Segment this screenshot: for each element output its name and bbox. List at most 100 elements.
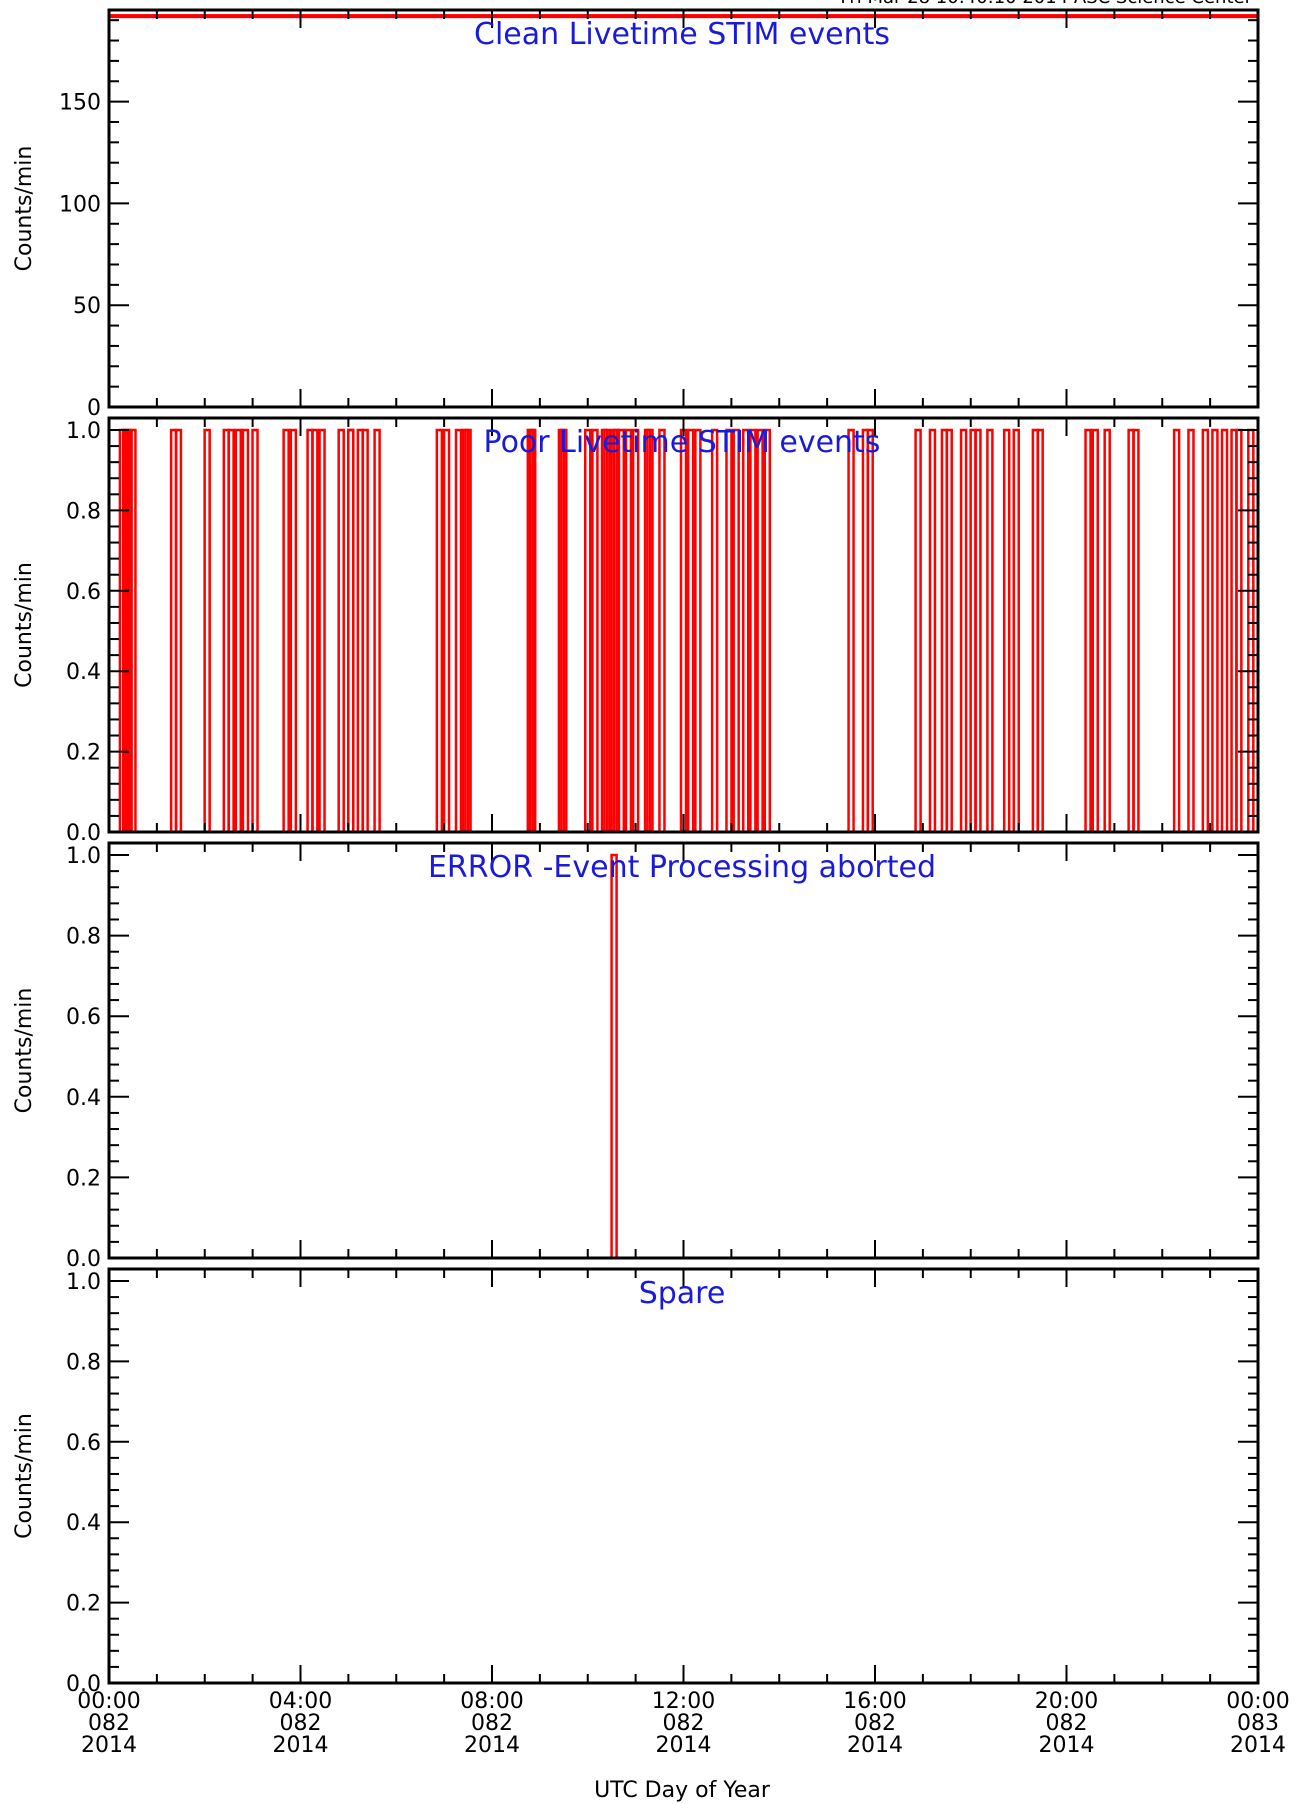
ytick-label-3-2: 0.2 — [66, 1166, 101, 1191]
pulse-2-18 — [337, 428, 345, 832]
ytick-label-4-6: 1.0 — [66, 1270, 101, 1295]
panel-title-1: Clean Livetime STIM events — [474, 17, 890, 52]
header-timestamp: Fri Mar 28 10:40:10 2014 ASC Science Cen… — [840, 0, 1252, 8]
xtick-label-6-line-1: 20:00 — [1035, 1689, 1098, 1714]
xtick-label-6-line-3: 2014 — [1039, 1733, 1095, 1758]
pulse-2-77 — [1201, 428, 1210, 832]
ytick-label-1-2: 50 — [73, 294, 101, 319]
pulse-2-79 — [1220, 428, 1229, 832]
xtick-label-4-line-2: 082 — [663, 1711, 705, 1736]
panel-title-4: Spare — [639, 1276, 726, 1311]
ytick-label-1-1: 0 — [87, 396, 101, 421]
pulse-2-61 — [945, 428, 953, 832]
xtick-label-6-line-2: 082 — [1046, 1711, 1088, 1736]
pulse-2-64 — [974, 428, 982, 832]
pulse-2-54 — [763, 428, 772, 832]
pulse-2-66 — [1002, 428, 1011, 832]
xtick-label-5-line-2: 082 — [854, 1711, 896, 1736]
xtick-label-4-line-3: 2014 — [656, 1733, 712, 1758]
pulse-2-59 — [928, 428, 937, 832]
pulse-2-71 — [1091, 428, 1099, 832]
pulse-2-24 — [435, 428, 444, 832]
xtick-label-1-line-2: 082 — [88, 1711, 130, 1736]
panel-title-3: ERROR -Event Processing aborted — [428, 850, 936, 885]
pulse-2-12 — [251, 428, 259, 832]
ylabel-1: Counts/min — [12, 146, 37, 272]
pulse-2-48 — [710, 428, 719, 832]
pulse-2-55 — [847, 428, 855, 832]
xtick-label-3-line-1: 08:00 — [460, 1689, 523, 1714]
ytick-label-2-6: 1.0 — [66, 419, 101, 444]
pulse-2-36 — [603, 428, 611, 832]
pulse-2-25 — [442, 428, 451, 832]
ytick-label-3-6: 1.0 — [66, 844, 101, 869]
pulse-2-70 — [1084, 428, 1092, 832]
pulse-2-78 — [1211, 428, 1219, 832]
pulse-2-43 — [646, 428, 654, 832]
pulse-2-76 — [1187, 428, 1195, 832]
ytick-label-4-2: 0.2 — [66, 1592, 101, 1617]
xtick-label-1-line-1: 00:00 — [77, 1689, 140, 1714]
pulse-2-41 — [631, 428, 640, 832]
xtick-label-7-line-1: 00:00 — [1226, 1689, 1289, 1714]
pulse-2-7 — [203, 428, 211, 832]
pulse-2-67 — [1012, 428, 1020, 832]
ytick-label-2-4: 0.6 — [66, 580, 101, 605]
xtick-label-7-line-2: 083 — [1237, 1711, 1279, 1736]
pulse-2-58 — [914, 428, 922, 832]
ytick-label-2-3: 0.4 — [66, 660, 101, 685]
pulse-2-52 — [749, 428, 757, 832]
pulse-3-1 — [610, 853, 618, 1258]
ytick-label-3-4: 0.6 — [66, 1005, 101, 1030]
ytick-label-4-1: 0.0 — [66, 1672, 101, 1697]
xtick-label-3-line-3: 2014 — [464, 1733, 520, 1758]
pulse-2-23 — [373, 428, 381, 832]
panel-frame-1 — [107, 8, 1260, 409]
ytick-label-2-2: 0.2 — [66, 741, 101, 766]
ylabel-2: Counts/min — [12, 562, 37, 688]
pulse-2-40 — [624, 428, 633, 832]
pulse-2-57 — [866, 428, 874, 832]
panel-4: 0.0 0.2 0.4 0.6 0.8 1.0 Counts/min Spare — [12, 1267, 1260, 1697]
pulse-2-44 — [658, 428, 666, 832]
ytick-label-4-3: 0.4 — [66, 1511, 101, 1536]
pulse-2-53 — [756, 428, 764, 832]
ytick-label-3-3: 0.4 — [66, 1086, 101, 1111]
xtick-label-2-line-3: 2014 — [273, 1733, 329, 1758]
xtick-label-5-line-3: 2014 — [847, 1733, 903, 1758]
pulse-2-28 — [464, 428, 472, 832]
pulse-2-51 — [741, 428, 750, 832]
pulse-2-10 — [234, 428, 243, 832]
panel-frame-3 — [107, 841, 1260, 1260]
pulse-2-32 — [560, 428, 568, 832]
panel-1: 0 50 100 150 Counts/min Clean Livetime STIM e… — [12, 8, 1260, 421]
pulse-2-14 — [289, 428, 298, 832]
pulse-2-65 — [986, 428, 994, 832]
panels: 0 50 100 150 Counts/min Clean Livetime STIM e… — [12, 8, 1260, 1697]
ytick-label-2-5: 0.8 — [66, 499, 101, 524]
panel-3: 0.0 0.2 0.4 0.6 0.8 1.0 Counts/min ERROR -Event… — [12, 841, 1260, 1272]
ytick-label-4-5: 0.8 — [66, 1350, 101, 1375]
pulse-2-4 — [129, 428, 137, 832]
pulse-2-72 — [1103, 428, 1111, 832]
panel-frame-4 — [107, 1267, 1260, 1685]
ytick-label-1-4: 150 — [59, 91, 101, 116]
xtick-label-7-line-3: 2014 — [1230, 1733, 1286, 1758]
xtick-label-2-line-2: 082 — [280, 1711, 322, 1736]
pulse-2-16 — [311, 428, 319, 832]
ytick-label-2-1: 0.0 — [66, 821, 101, 846]
ytick-label-4-4: 0.6 — [66, 1431, 101, 1456]
pulse-2-49 — [725, 428, 733, 832]
pulse-2-46 — [686, 428, 695, 832]
pulse-2-69 — [1036, 428, 1044, 832]
panel-2: 0.0 0.2 0.4 0.6 0.8 1.0 Counts/min Poor Livetim… — [12, 416, 1260, 846]
pulse-2-13 — [282, 428, 290, 832]
ylabel-4: Counts/min — [12, 1413, 37, 1539]
pulse-2-11 — [241, 428, 250, 832]
ylabel-3: Counts/min — [12, 988, 37, 1114]
pulse-2-47 — [694, 428, 702, 832]
xtick-label-2-line-1: 04:00 — [269, 1689, 332, 1714]
pulse-2-33 — [584, 428, 592, 832]
pulse-2-81 — [1235, 428, 1243, 832]
